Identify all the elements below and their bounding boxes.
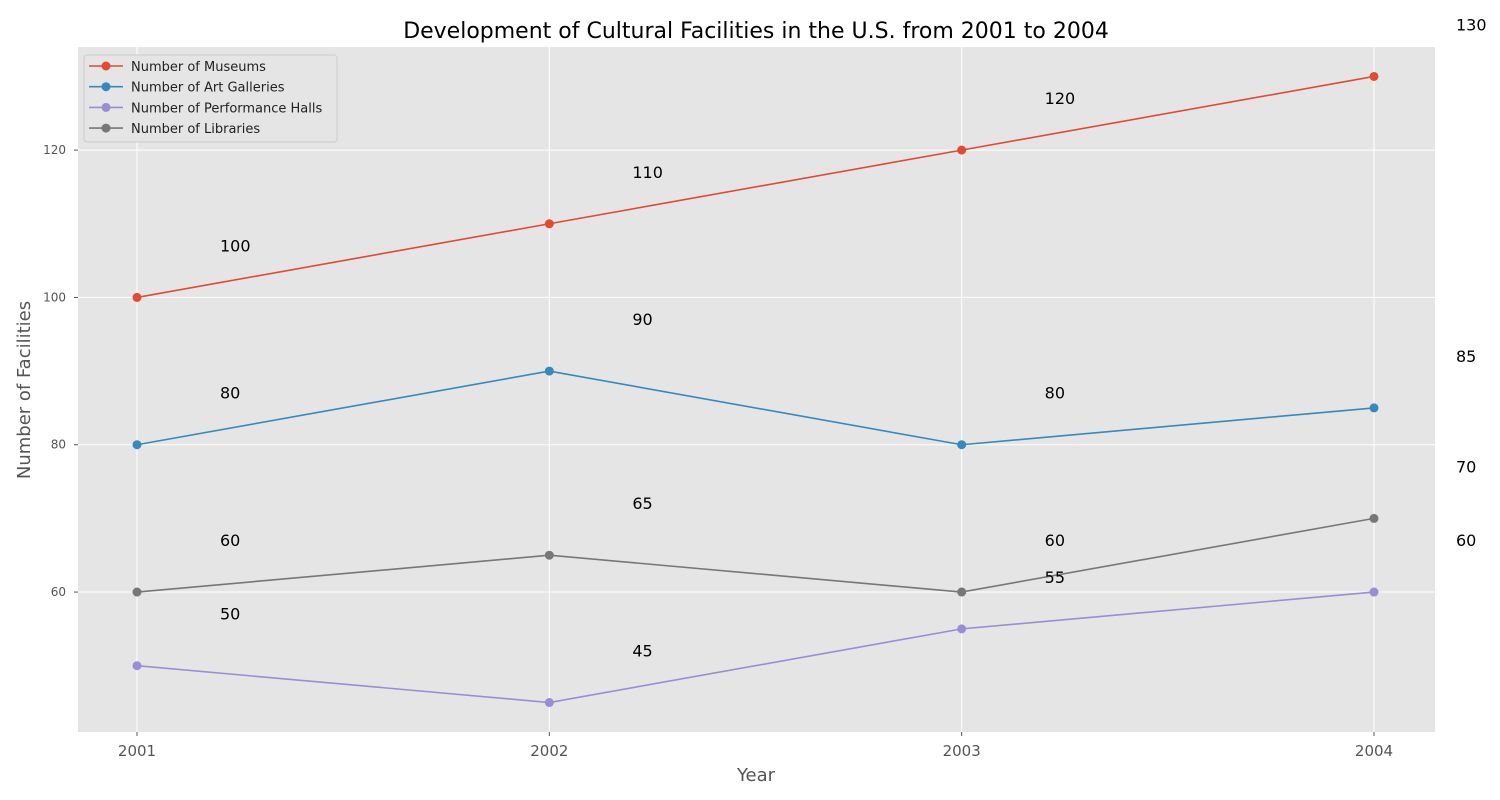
y-tick-label: 100	[43, 290, 66, 304]
grid-lines	[78, 47, 1435, 732]
data-label: 50	[220, 605, 240, 624]
y-axis-label: Number of Facilities	[14, 301, 35, 479]
data-point	[544, 219, 554, 229]
legend-label: Number of Art Galleries	[131, 81, 285, 96]
data-point	[957, 587, 967, 597]
x-axis-label: Year	[736, 765, 776, 786]
y-tick-label: 120	[43, 143, 66, 157]
legend: Number of Museums Number of Art Galleries…	[83, 54, 338, 143]
data-label: 60	[1456, 531, 1476, 550]
data-label: 90	[632, 310, 652, 329]
series-line	[136, 591, 1375, 704]
data-point	[1369, 587, 1379, 597]
x-ticks: 2001 2002 2003 2004	[118, 732, 1393, 760]
legend-label: Number of Museums	[131, 60, 266, 75]
data-point	[957, 145, 967, 155]
legend-marker	[101, 123, 111, 133]
data-point	[957, 624, 967, 634]
legend-box	[83, 54, 338, 143]
x-tick-label: 2001	[118, 742, 156, 760]
data-labels: 100 110 120 130 80 90 80 85 50 45 55 60 60 65 60 70	[220, 15, 1487, 660]
legend-marker	[101, 82, 111, 92]
data-point	[1369, 71, 1379, 81]
x-tick-label: 2003	[943, 742, 981, 760]
legend-label: Number of Libraries	[131, 122, 260, 137]
series-group	[132, 71, 1379, 708]
data-point	[132, 587, 142, 597]
legend-marker	[101, 102, 111, 112]
data-point	[544, 550, 554, 560]
data-point	[544, 698, 554, 708]
y-tick-label: 80	[51, 438, 66, 452]
data-label: 45	[632, 642, 652, 661]
data-point	[132, 661, 142, 671]
legend-label: Number of Performance Halls	[131, 101, 322, 116]
data-point	[544, 366, 554, 376]
series-line	[136, 517, 1375, 593]
data-point	[132, 440, 142, 450]
data-point	[132, 292, 142, 302]
data-label: 120	[1045, 89, 1076, 108]
chart-title: Development of Cultural Facilities in th…	[403, 19, 1109, 44]
series-line	[136, 75, 1375, 299]
y-ticks: 60 80 100 120	[43, 143, 78, 599]
data-label: 65	[632, 494, 652, 513]
plot-area	[78, 47, 1435, 732]
data-label: 80	[1045, 384, 1065, 403]
data-label: 110	[632, 163, 663, 182]
series-line	[136, 370, 1375, 446]
y-tick-label: 60	[51, 585, 66, 599]
data-label: 85	[1456, 347, 1476, 366]
data-label: 100	[220, 236, 251, 255]
data-label: 80	[220, 384, 240, 403]
x-tick-label: 2004	[1355, 742, 1393, 760]
legend-marker	[101, 61, 111, 71]
data-point	[957, 440, 967, 450]
data-label: 60	[1045, 531, 1065, 550]
data-point	[1369, 513, 1379, 523]
x-tick-label: 2002	[530, 742, 568, 760]
data-label: 70	[1456, 457, 1476, 476]
data-label: 60	[220, 531, 240, 550]
data-label: 55	[1045, 568, 1065, 587]
data-label: 130	[1456, 15, 1487, 34]
data-point	[1369, 403, 1379, 413]
